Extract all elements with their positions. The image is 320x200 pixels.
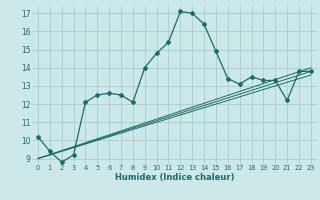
X-axis label: Humidex (Indice chaleur): Humidex (Indice chaleur) bbox=[115, 173, 234, 182]
